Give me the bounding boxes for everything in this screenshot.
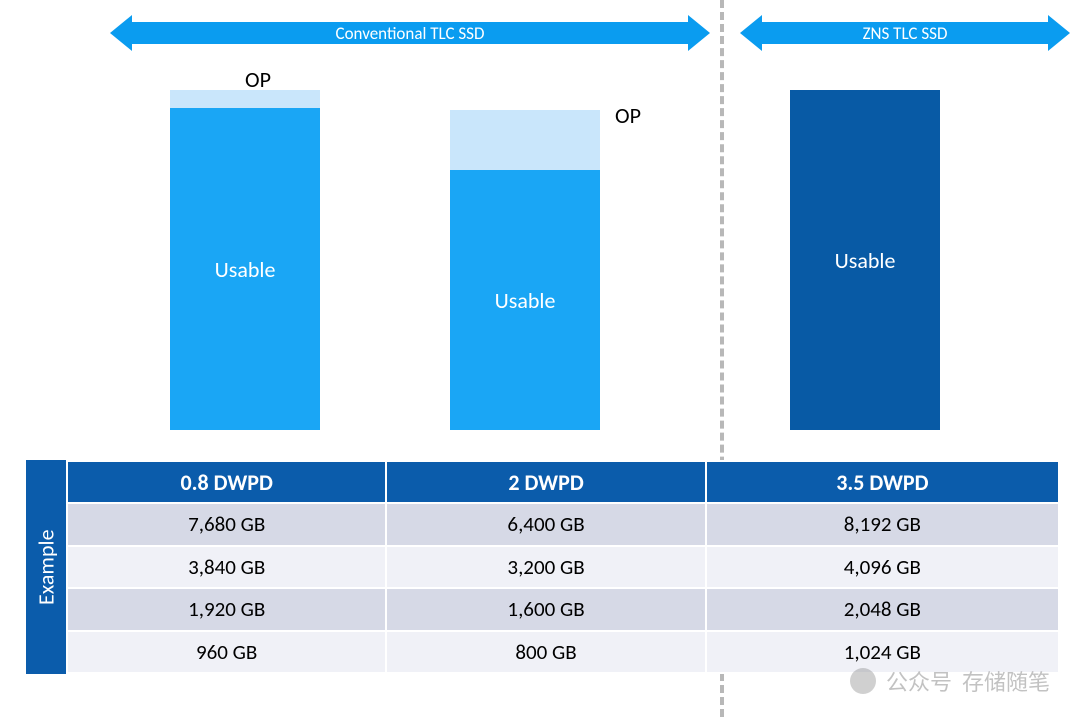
arrow-left-triangle-icon	[740, 15, 762, 51]
capacity-bar: Usable	[170, 90, 320, 430]
op-label: OP	[245, 66, 271, 93]
op-label: OP	[615, 102, 641, 129]
table-row: 960 GB800 GB1,024 GB	[67, 631, 1059, 674]
header-arrow-conventional: Conventional TLC SSD	[110, 18, 710, 48]
header-arrow-zns: ZNS TLC SSD	[740, 18, 1070, 48]
example-table-wrap: Example 0.8 DWPD2 DWPD3.5 DWPD 7,680 GB6…	[26, 460, 1060, 674]
header-label-conventional: Conventional TLC SSD	[132, 22, 688, 44]
table-cell: 1,920 GB	[67, 588, 386, 631]
table-header-cell: 3.5 DWPD	[706, 461, 1059, 503]
header-label-zns: ZNS TLC SSD	[762, 22, 1048, 44]
table-header-cell: 0.8 DWPD	[67, 461, 386, 503]
example-side-label: Example	[26, 460, 66, 674]
diagram-canvas: { "colors": { "header_bar": "#0a9cf0", "…	[0, 0, 1080, 717]
op-segment	[450, 110, 600, 170]
table-cell: 3,200 GB	[386, 546, 705, 589]
table-cell: 800 GB	[386, 631, 705, 674]
table-cell: 7,680 GB	[67, 503, 386, 546]
capacity-bar: Usable	[790, 90, 940, 430]
capacity-table: 0.8 DWPD2 DWPD3.5 DWPD 7,680 GB6,400 GB8…	[66, 460, 1060, 674]
table-cell: 2,048 GB	[706, 588, 1059, 631]
table-header-row: 0.8 DWPD2 DWPD3.5 DWPD	[67, 461, 1059, 503]
table-header-cell: 2 DWPD	[386, 461, 705, 503]
table-cell: 960 GB	[67, 631, 386, 674]
op-segment	[170, 90, 320, 108]
table-cell: 8,192 GB	[706, 503, 1059, 546]
usable-segment: Usable	[790, 90, 940, 430]
arrow-right-triangle-icon	[1048, 15, 1070, 51]
table-row: 3,840 GB3,200 GB4,096 GB	[67, 546, 1059, 589]
table-cell: 1,024 GB	[706, 631, 1059, 674]
table-cell: 3,840 GB	[67, 546, 386, 589]
usable-segment: Usable	[170, 108, 320, 430]
table-cell: 1,600 GB	[386, 588, 705, 631]
table-body: 7,680 GB6,400 GB8,192 GB3,840 GB3,200 GB…	[67, 503, 1059, 673]
arrow-right-triangle-icon	[688, 15, 710, 51]
table-cell: 4,096 GB	[706, 546, 1059, 589]
arrow-left-triangle-icon	[110, 15, 132, 51]
usable-segment: Usable	[450, 170, 600, 430]
capacity-bar: Usable	[450, 110, 600, 430]
table-row: 1,920 GB1,600 GB2,048 GB	[67, 588, 1059, 631]
table-row: 7,680 GB6,400 GB8,192 GB	[67, 503, 1059, 546]
table-cell: 6,400 GB	[386, 503, 705, 546]
